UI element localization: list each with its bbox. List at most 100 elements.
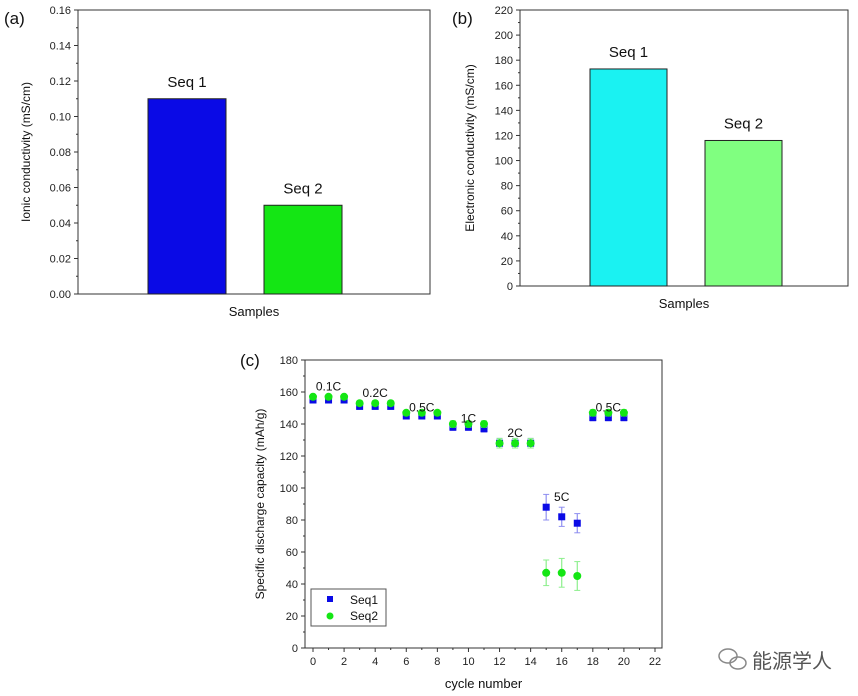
y-tick-label: 100 bbox=[280, 483, 298, 495]
point-seq2 bbox=[557, 568, 566, 577]
y-tick-label: 0.08 bbox=[50, 147, 71, 159]
point-seq2 bbox=[340, 392, 349, 401]
rate-annotation: 0.2C bbox=[363, 386, 389, 400]
panel-label: (a) bbox=[4, 9, 25, 28]
panel-label: (c) bbox=[240, 351, 260, 370]
plot-frame bbox=[77, 9, 431, 295]
point-seq2 bbox=[464, 420, 473, 428]
y-axis-label: Ionic conductivity (mS/cm) bbox=[19, 82, 33, 222]
y-tick-label: 120 bbox=[280, 451, 298, 463]
x-axis-label: cycle number bbox=[445, 676, 523, 691]
point-seq2 bbox=[604, 408, 613, 417]
point-seq2 bbox=[511, 439, 520, 448]
bar-label: Seq 1 bbox=[609, 44, 648, 61]
panel-c: 0 20 40 60 80 100 120 140 160 180 0 2 4 6 8 10 12 14 16 18 2… bbox=[240, 351, 663, 691]
y-tick-label: 0.06 bbox=[50, 183, 71, 195]
rate-annotation: 0.5C bbox=[409, 400, 435, 414]
point-seq2 bbox=[448, 420, 457, 428]
x-tick-label: 4 bbox=[372, 656, 378, 668]
y-tick-label: 20 bbox=[286, 611, 298, 623]
x-axis-label: Samples bbox=[229, 304, 280, 319]
y-tick-label: 160 bbox=[280, 387, 298, 399]
point-seq2 bbox=[371, 399, 380, 408]
rate-annotation: 5C bbox=[554, 490, 570, 504]
point-seq2 bbox=[386, 399, 395, 408]
point-seq2 bbox=[619, 408, 628, 417]
x-tick-label: 14 bbox=[525, 656, 537, 668]
y-tick-label: 120 bbox=[495, 130, 513, 142]
panel-label: (b) bbox=[452, 9, 473, 28]
y-tick-label: 80 bbox=[286, 515, 298, 527]
rate-annotation: 0.5C bbox=[596, 400, 622, 414]
y-tick-label: 0 bbox=[292, 643, 298, 655]
x-tick-label: 8 bbox=[434, 656, 440, 668]
point-seq2 bbox=[433, 408, 442, 417]
watermark-text: 能源学人 bbox=[752, 650, 832, 673]
rate-annotation: 2C bbox=[507, 426, 523, 440]
point-seq2 bbox=[573, 572, 582, 580]
y-tick-label: 100 bbox=[495, 156, 513, 168]
bar-seq2 bbox=[704, 139, 783, 287]
y-tick-label: 180 bbox=[280, 355, 298, 367]
point-seq1 bbox=[604, 414, 612, 422]
point-seq2 bbox=[542, 568, 551, 577]
x-tick-label: 18 bbox=[587, 656, 599, 668]
y-tick-label: 60 bbox=[286, 547, 298, 559]
y-tick-label: 140 bbox=[280, 419, 298, 431]
y-tick-label: 0.04 bbox=[50, 218, 71, 230]
bar-label: Seq 2 bbox=[724, 115, 763, 132]
y-tick-label: 0.16 bbox=[50, 5, 71, 17]
legend-marker-seq2 bbox=[326, 612, 334, 620]
rate-annotation: 0.1C bbox=[316, 380, 342, 394]
x-tick-label: 2 bbox=[341, 656, 347, 668]
bar-seq1 bbox=[589, 68, 668, 287]
panel-a: 0.00 0.02 0.04 0.06 0.08 0.10 0.12 0.14 0.16 Seq … bbox=[4, 5, 431, 319]
x-tick-label: 16 bbox=[556, 656, 568, 668]
bar-seq2 bbox=[263, 204, 343, 295]
y-tick-label: 60 bbox=[501, 206, 513, 218]
point-seq2 bbox=[495, 439, 504, 448]
point-seq1 bbox=[573, 519, 581, 527]
y-axis-label: Specific discharge capacity (mAh/g) bbox=[253, 409, 267, 600]
point-seq2 bbox=[309, 392, 317, 401]
legend-label-seq1: Seq1 bbox=[350, 593, 378, 607]
x-tick-label: 22 bbox=[649, 656, 661, 668]
y-tick-label: 80 bbox=[501, 181, 513, 193]
x-axis-label: Samples bbox=[659, 296, 710, 311]
y-tick-label: 0.14 bbox=[50, 41, 71, 53]
y-tick-label: 0.12 bbox=[50, 76, 71, 88]
point-seq1 bbox=[589, 414, 597, 422]
y-tick-label: 0.10 bbox=[50, 112, 71, 124]
point-seq1 bbox=[620, 414, 628, 422]
x-tick-label: 12 bbox=[493, 656, 505, 668]
x-tick-label: 20 bbox=[618, 656, 630, 668]
y-tick-label: 0.02 bbox=[50, 254, 71, 266]
x-tick-label: 10 bbox=[462, 656, 474, 668]
panel-b: 0 20 40 60 80 100 120 140 160 180 200 220 Seq 1 Seq 2… bbox=[452, 5, 849, 311]
y-axis-label: Electronic conductivity (mS/cm) bbox=[463, 64, 477, 231]
legend-label-seq2: Seq2 bbox=[350, 609, 378, 623]
y-tick-label: 40 bbox=[286, 579, 298, 591]
point-seq1 bbox=[558, 513, 566, 521]
legend-box bbox=[310, 588, 387, 627]
y-tick-label: 140 bbox=[495, 105, 513, 117]
y-tick-label: 220 bbox=[495, 5, 513, 17]
point-seq1 bbox=[542, 503, 550, 511]
watermark: 能源学人 bbox=[718, 648, 832, 673]
y-tick-label: 200 bbox=[495, 30, 513, 42]
x-tick-label: 0 bbox=[310, 656, 316, 668]
bar-seq1 bbox=[147, 98, 227, 295]
point-seq2 bbox=[526, 439, 535, 448]
y-tick-label: 0 bbox=[507, 281, 513, 293]
point-seq2 bbox=[480, 420, 488, 428]
y-tick-label: 160 bbox=[495, 80, 513, 92]
rate-annotation: 1C bbox=[461, 412, 477, 426]
bar-label: Seq 2 bbox=[283, 180, 322, 197]
point-seq2 bbox=[324, 392, 333, 401]
point-seq2 bbox=[355, 399, 364, 408]
y-tick-label: 0.00 bbox=[50, 289, 71, 301]
point-seq2 bbox=[588, 408, 597, 417]
point-seq1 bbox=[480, 425, 488, 433]
point-seq2 bbox=[402, 408, 411, 417]
